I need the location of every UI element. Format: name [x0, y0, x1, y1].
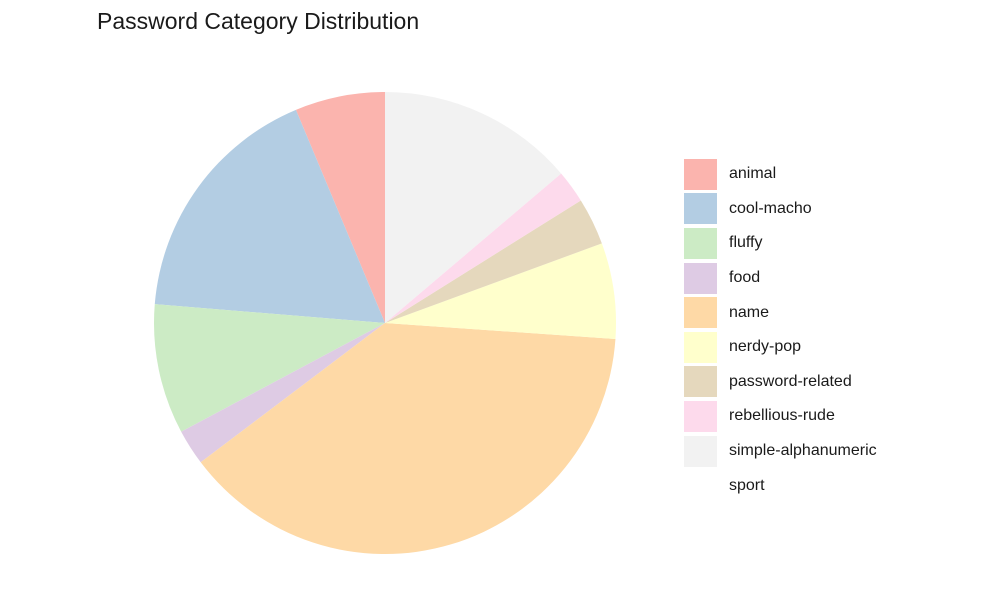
legend-label: animal [729, 165, 777, 183]
pie-slice-cool-macho [154, 109, 385, 323]
legend-label: sport [729, 476, 765, 494]
pie-slice-rebellious-rude [385, 173, 581, 323]
legend-swatch [684, 435, 717, 467]
legend-label: fluffy [729, 234, 763, 252]
pie-slice-food [181, 323, 385, 463]
legend-label: cool-macho [729, 199, 812, 217]
legend-swatch [684, 262, 717, 294]
legend-item-name: name [684, 295, 877, 330]
legend-swatch [684, 158, 717, 190]
legend-swatch [684, 193, 717, 225]
legend-item-sport: sport [684, 468, 877, 503]
legend-swatch [684, 331, 717, 363]
legend-item-animal: animal [684, 157, 877, 192]
pie-slice-name [200, 323, 616, 555]
legend-item-fluffy: fluffy [684, 226, 877, 261]
legend-item-food: food [684, 261, 877, 296]
legend-swatch [684, 366, 717, 398]
legend-label: rebellious-rude [729, 407, 835, 425]
chart-title: Password Category Distribution [97, 8, 420, 34]
legend-item-cool-macho: cool-macho [684, 192, 877, 227]
legend-swatch [684, 227, 717, 259]
pie-slice-password-related [385, 200, 602, 323]
legend-label: food [729, 269, 761, 287]
legend-label: nerdy-pop [729, 338, 802, 356]
pie-slice-animal [295, 92, 385, 323]
legend-item-rebellious-rude: rebellious-rude [684, 399, 877, 434]
legend-label: name [729, 303, 770, 321]
pie-slice-nerdy-pop [385, 243, 617, 339]
legend-label: password-related [729, 372, 852, 390]
legend-swatch [684, 470, 717, 502]
pie-slice-fluffy [154, 304, 385, 432]
legend: animal cool-macho fluffy food name nerdy-pop p… [684, 157, 877, 503]
legend-item-password-related: password-related [684, 365, 877, 400]
pie-slice-simple-alphanumeric [385, 92, 562, 323]
legend-item-simple-alphanumeric: simple-alphanumeric [684, 434, 877, 469]
legend-item-nerdy-pop: nerdy-pop [684, 330, 877, 365]
legend-swatch [684, 400, 717, 432]
legend-swatch [684, 297, 717, 329]
legend-label: simple-alphanumeric [729, 442, 877, 460]
